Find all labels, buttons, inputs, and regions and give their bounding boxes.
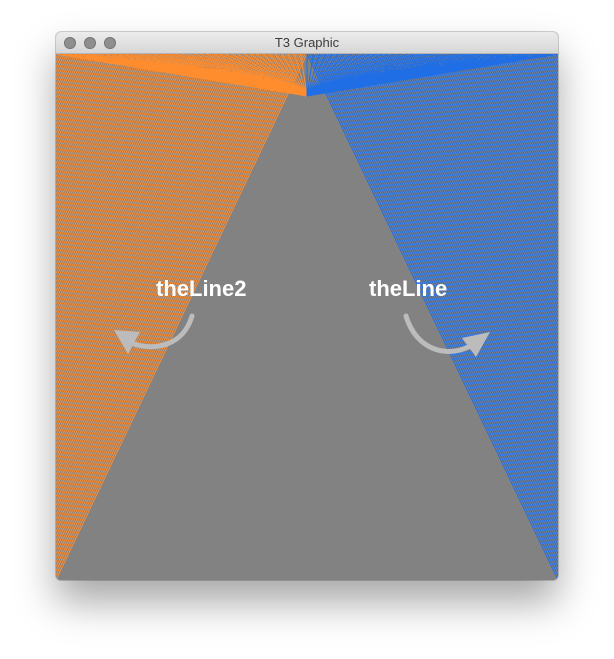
theline-fan xyxy=(306,54,558,580)
theline2-strands xyxy=(56,54,308,580)
title-bar: T3 Graphic xyxy=(56,32,558,54)
theline-label: theLine xyxy=(369,276,448,301)
graphic-canvas xyxy=(56,54,558,580)
minimize-button[interactable] xyxy=(84,37,96,49)
theline2-label: theLine2 xyxy=(156,276,247,301)
zoom-button[interactable] xyxy=(104,37,116,49)
curved-arrow-left-icon xyxy=(114,313,195,354)
curved-arrow-right-icon xyxy=(403,313,490,357)
window-title: T3 Graphic xyxy=(274,35,340,50)
theline2-fan xyxy=(56,54,308,580)
close-button[interactable] xyxy=(64,37,76,49)
theline-strands xyxy=(306,54,558,580)
t3-graphic-window: T3 Graphic theLine2 theLine xyxy=(56,32,558,580)
